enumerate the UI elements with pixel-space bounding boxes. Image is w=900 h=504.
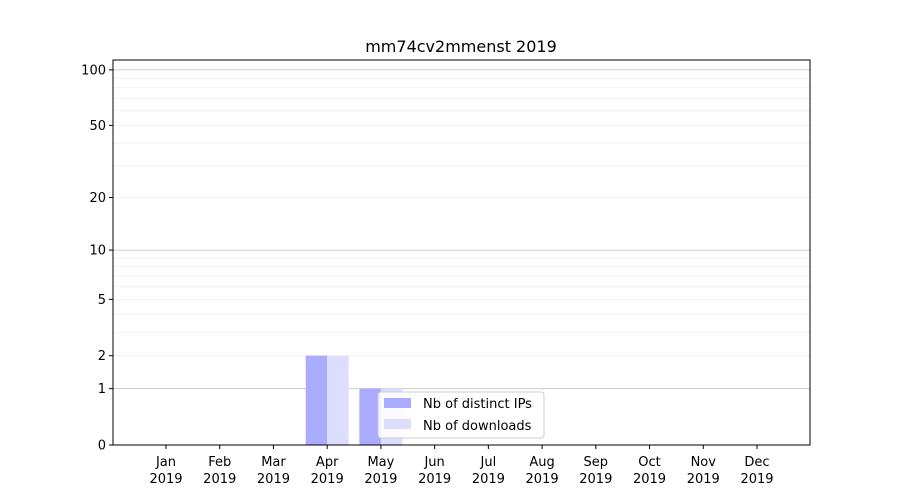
- x-tick-label-year: 2019: [633, 472, 666, 487]
- y-axis: 0 1 2 5 10 20 50 100: [81, 63, 113, 454]
- x-tick-label: Mar: [261, 455, 286, 470]
- x-tick-label: Oct: [638, 455, 660, 470]
- x-tick-label: Jan: [155, 455, 176, 470]
- chart-title: mm74cv2mmenst 2019: [365, 37, 557, 56]
- y-tick-label: 50: [89, 119, 106, 134]
- x-tick-label-year: 2019: [687, 472, 720, 487]
- x-tick-label: Aug: [529, 455, 554, 470]
- x-tick-label-year: 2019: [472, 472, 505, 487]
- y-tick-label: 2: [98, 349, 106, 364]
- legend-label-ips: Nb of distinct IPs: [423, 397, 532, 412]
- y-tick-label: 100: [81, 63, 106, 78]
- legend-swatch-downloads: [384, 419, 411, 429]
- y-tick-label: 5: [98, 293, 106, 308]
- x-tick-label-year: 2019: [257, 472, 290, 487]
- x-tick-label: Feb: [208, 455, 231, 470]
- grid: [113, 69, 810, 390]
- x-tick-label: Apr: [316, 455, 339, 470]
- x-axis: Jan 2019 Feb 2019 Mar 2019 Apr 2019 May 2019 Jun 20…: [149, 445, 774, 487]
- x-tick-label-year: 2019: [203, 472, 236, 487]
- legend-swatch-ips: [384, 398, 411, 408]
- x-tick-label: Jul: [480, 455, 497, 470]
- x-tick-label: Dec: [744, 455, 769, 470]
- x-tick-label-year: 2019: [364, 472, 397, 487]
- bar-downloads: [327, 355, 349, 445]
- x-tick-label: Jun: [423, 455, 444, 470]
- x-tick-label-year: 2019: [579, 472, 612, 487]
- x-tick-label-year: 2019: [418, 472, 451, 487]
- x-tick-label: Sep: [584, 455, 609, 470]
- x-tick-label-year: 2019: [311, 472, 344, 487]
- x-tick-label: Nov: [691, 455, 717, 470]
- y-tick-label: 10: [89, 244, 106, 259]
- legend-label-downloads: Nb of downloads: [423, 419, 532, 434]
- y-tick-label: 1: [98, 382, 106, 397]
- bar-ips: [359, 388, 381, 445]
- plot-frame: [112, 59, 811, 446]
- bar-ips: [305, 355, 328, 445]
- x-tick-label-year: 2019: [149, 472, 182, 487]
- x-tick-label-year: 2019: [740, 472, 773, 487]
- y-tick-label: 20: [89, 191, 106, 206]
- y-tick-label: 0: [98, 439, 106, 454]
- x-tick-label: May: [367, 455, 394, 470]
- x-tick-label-year: 2019: [526, 472, 559, 487]
- legend: Nb of distinct IPs Nb of downloads: [377, 391, 545, 439]
